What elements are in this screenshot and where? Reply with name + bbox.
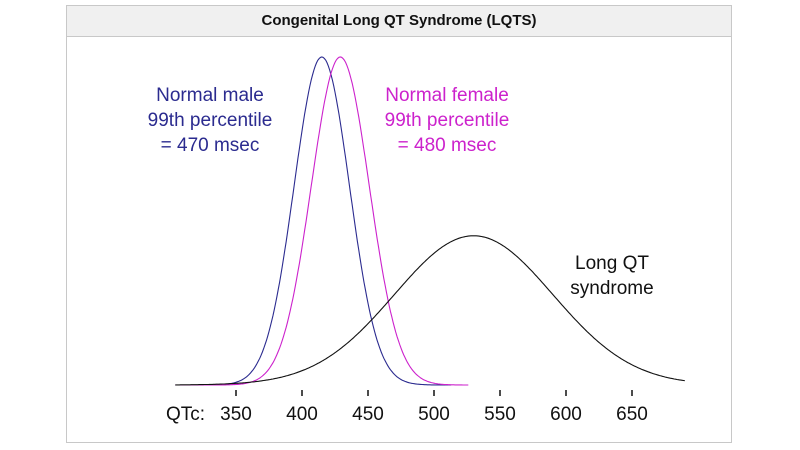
x-tick-label: 400 [286,404,318,425]
x-tick-label: 600 [550,404,582,425]
male-annotation-line: 99th percentile [147,110,273,131]
female-curve [175,56,469,386]
x-tick-label: 450 [352,404,384,425]
male-annotation-line: = 470 msec [160,135,260,156]
chart-frame: Congenital Long QT Syndrome (LQTS) [66,5,732,443]
x-axis-label: QTc: [166,404,205,425]
lqts-annotation-line: syndrome [570,278,654,299]
x-tick-label: 350 [220,404,252,425]
female-annotation-line: = 480 msec [397,135,497,156]
chart-title: Congenital Long QT Syndrome (LQTS) [67,6,731,37]
x-tick-label: 500 [418,404,450,425]
female-annotation-line: 99th percentile [384,110,510,131]
male-annotation-line: Normal male [156,85,264,106]
male-annotation: Normal male 99th percentile = 470 msec [130,83,290,158]
x-tick-label: 550 [484,404,516,425]
lqts-curve [175,235,685,386]
x-tick-label: 650 [616,404,648,425]
lqts-annotation: Long QT syndrome [552,251,672,301]
female-annotation: Normal female 99th percentile = 480 msec [362,83,532,158]
lqts-annotation-line: Long QT [575,253,649,274]
female-annotation-line: Normal female [385,85,509,106]
